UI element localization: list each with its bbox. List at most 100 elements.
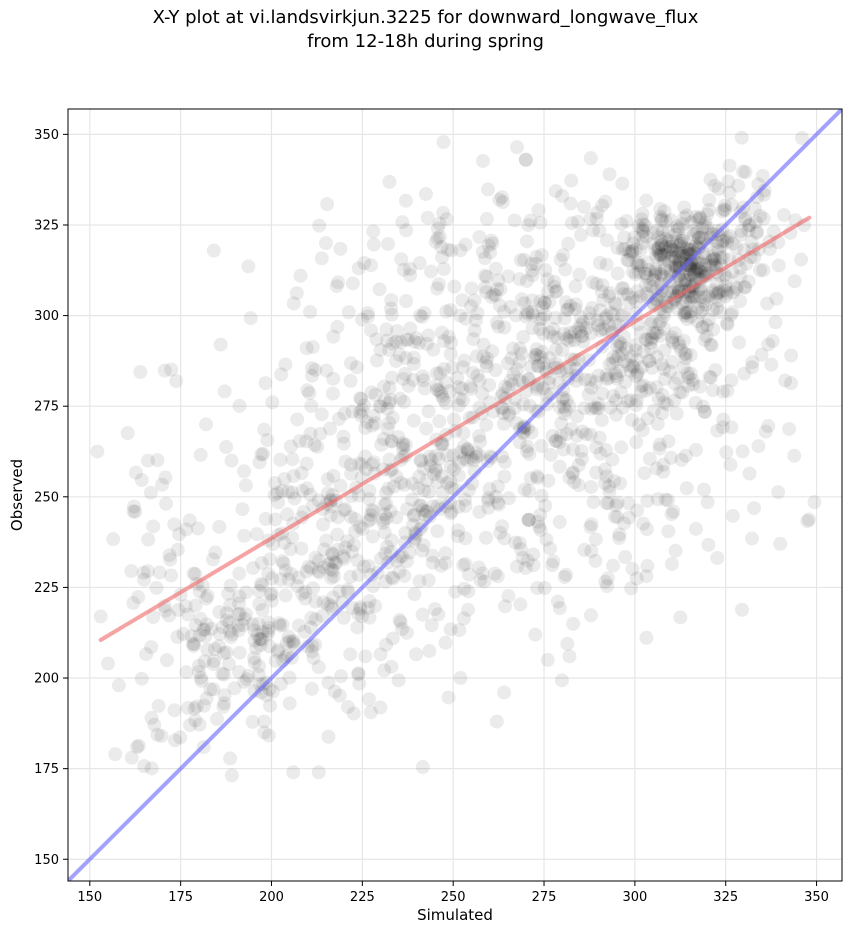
scatter-point (598, 311, 613, 326)
scatter-point (351, 261, 366, 276)
scatter-point (657, 371, 672, 386)
scatter-point (308, 612, 323, 627)
scatter-point (729, 281, 744, 296)
scatter-point (366, 455, 381, 470)
scatter-point (609, 368, 624, 383)
scatter-point (592, 255, 607, 270)
scatter-point (377, 525, 392, 540)
scatter-point (438, 635, 453, 650)
scatter-point (435, 485, 450, 500)
scatter-point (698, 215, 713, 230)
scatter-point (639, 569, 654, 584)
scatter-point (654, 357, 669, 372)
scatter-point (394, 252, 409, 267)
scatter-point (364, 385, 379, 400)
scatter-point (377, 497, 392, 512)
scatter-point (602, 286, 617, 301)
scatter-point (690, 255, 705, 270)
scatter-point (649, 249, 664, 264)
scatter-point (299, 341, 314, 356)
scatter-point (750, 190, 765, 205)
scatter-point (277, 535, 292, 550)
scatter-point (146, 519, 161, 534)
scatter-point (304, 681, 319, 696)
scatter-point (598, 322, 613, 337)
scatter-point (422, 449, 437, 464)
scatter-point (372, 282, 387, 297)
scatter-point (535, 300, 550, 315)
scatter-point (715, 238, 730, 253)
scatter-point (733, 294, 748, 309)
scatter-point (247, 655, 262, 670)
scatter-point (253, 638, 268, 653)
scatter-point (354, 391, 369, 406)
scatter-point (331, 275, 346, 290)
scatter-point (343, 356, 358, 371)
scatter-point (716, 283, 731, 298)
scatter-point (255, 603, 270, 618)
scatter-point (485, 236, 500, 251)
scatter-point (512, 354, 527, 369)
scatter-point (630, 503, 645, 518)
scatter-point (455, 360, 470, 375)
scatter-point (144, 710, 159, 725)
scatter-point (247, 651, 262, 666)
scatter-point (692, 210, 707, 225)
scatter-point (385, 631, 400, 646)
scatter-point (252, 659, 267, 674)
scatter-point (182, 513, 197, 528)
scatter-point (312, 553, 327, 568)
scatter-point (557, 406, 572, 421)
plot-frame (67, 108, 843, 882)
scatter-point (395, 441, 410, 456)
scatter-point (378, 574, 393, 589)
scatter-point (656, 464, 671, 479)
scatter-point (725, 285, 740, 300)
scatter-point (518, 309, 533, 324)
scatter-point (612, 527, 627, 542)
scatter-point (320, 597, 335, 612)
scatter-point (124, 750, 139, 765)
scatter-point (576, 315, 591, 330)
scatter-point (552, 459, 567, 474)
scatter-point (332, 584, 347, 599)
scatter-point (323, 421, 338, 436)
scatter-point (571, 321, 586, 336)
scatter-point (368, 416, 383, 431)
scatter-point (498, 379, 513, 394)
scatter-point (405, 476, 420, 491)
scatter-point (558, 403, 573, 418)
scatter-point (683, 304, 698, 319)
scatter-point (330, 527, 345, 542)
scatter-point (488, 363, 503, 378)
scatter-point (642, 380, 657, 395)
scatter-point (630, 284, 645, 299)
scatter-point (381, 481, 396, 496)
scatter-point (661, 244, 676, 259)
scatter-point (303, 426, 318, 441)
scatter-point (436, 205, 451, 220)
scatter-point (216, 699, 231, 714)
scatter-point (300, 481, 315, 496)
scatter-point (677, 308, 692, 323)
scatter-point (711, 293, 726, 308)
scatter-point (456, 558, 471, 573)
scatter-point (654, 247, 669, 262)
scatter-point (573, 324, 588, 339)
scatter-point (739, 256, 754, 271)
scatter-point (737, 280, 752, 295)
scatter-point (658, 240, 673, 255)
scatter-point (366, 237, 381, 252)
scatter-point (659, 397, 674, 412)
scatter-point (525, 307, 540, 322)
scatter-point (505, 377, 520, 392)
scatter-point (137, 572, 152, 587)
x-tick-label: 150 (77, 890, 102, 905)
scatter-point (216, 646, 231, 661)
grid-lines (68, 109, 842, 881)
scatter-point (560, 636, 575, 651)
scatter-point (542, 325, 557, 340)
scatter-point (325, 590, 340, 605)
scatter-point (205, 552, 220, 567)
scatter-point (675, 385, 690, 400)
